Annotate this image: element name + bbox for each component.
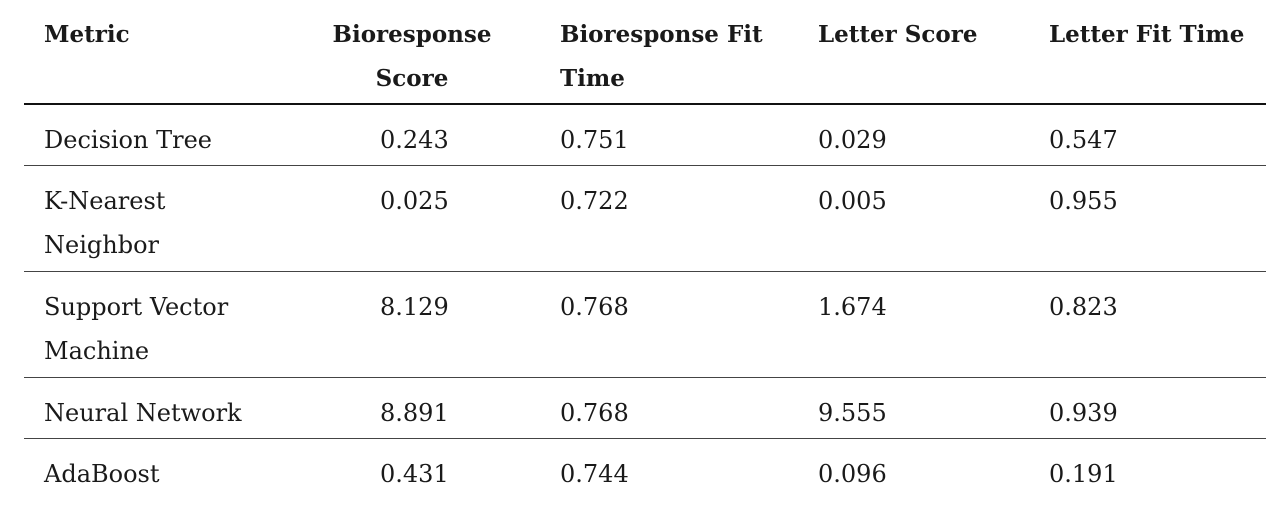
letter-fit-time-cell: 0.547 [1049, 126, 1118, 154]
letter-score-cell: 0.005 [818, 187, 887, 215]
bioresponse-fit-time-cell: 0.768 [560, 399, 629, 427]
table-row: Neural Network 8.891 0.768 9.555 0.939 [24, 378, 1266, 439]
bioresponse-score-cell: 8.129 [380, 293, 449, 321]
table-row: Decision Tree 0.243 0.751 0.029 0.547 [24, 105, 1266, 166]
table-row: AdaBoost 0.431 0.744 0.096 0.191 [24, 439, 1266, 499]
header-bioresponse-score: Bioresponse Score [332, 21, 492, 92]
letter-score-cell: 0.096 [818, 460, 887, 488]
letter-score-cell: 0.029 [818, 126, 887, 154]
results-table: Metric Bioresponse Score Bioresponse Fit… [24, 0, 1266, 499]
metric-cell: Decision Tree [44, 126, 212, 154]
table-row: Support Vector Machine 8.129 0.768 1.674… [24, 272, 1266, 378]
bioresponse-fit-time-cell: 0.768 [560, 293, 629, 321]
table-row: K-Nearest Neighbor 0.025 0.722 0.005 0.9… [24, 166, 1266, 272]
bioresponse-score-cell: 8.891 [380, 399, 449, 427]
metric-cell: Neural Network [44, 399, 242, 427]
bioresponse-score-cell: 0.025 [380, 187, 449, 215]
letter-score-cell: 9.555 [818, 399, 887, 427]
letter-fit-time-cell: 0.939 [1049, 399, 1118, 427]
header-metric: Metric [44, 21, 130, 48]
letter-fit-time-cell: 0.191 [1049, 460, 1118, 488]
metric-cell: AdaBoost [44, 460, 160, 488]
header-letter-fit-time: Letter Fit Time [1049, 21, 1245, 48]
bioresponse-fit-time-cell: 0.722 [560, 187, 629, 215]
bioresponse-fit-time-cell: 0.744 [560, 460, 629, 488]
letter-score-cell: 1.674 [818, 293, 887, 321]
bioresponse-score-cell: 0.243 [380, 126, 449, 154]
bioresponse-fit-time-cell: 0.751 [560, 126, 629, 154]
header-letter-score: Letter Score [818, 21, 978, 48]
letter-fit-time-cell: 0.823 [1049, 293, 1118, 321]
bioresponse-score-cell: 0.431 [380, 460, 449, 488]
metric-cell: K-Nearest Neighbor [44, 187, 166, 259]
letter-fit-time-cell: 0.955 [1049, 187, 1118, 215]
table-header-row: Metric Bioresponse Score Bioresponse Fit… [24, 0, 1266, 105]
header-bioresponse-fit-time: Bioresponse Fit Time [560, 21, 763, 92]
metric-cell: Support Vector Machine [44, 293, 229, 365]
